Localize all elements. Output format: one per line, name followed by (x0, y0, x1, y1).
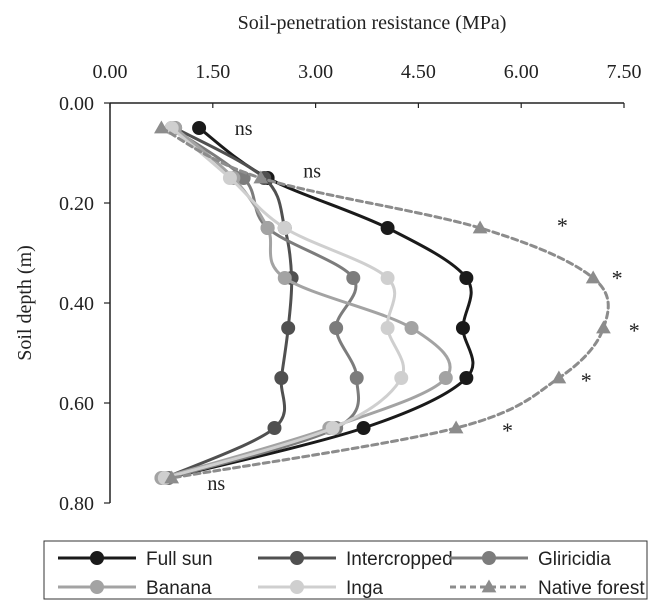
data-point-inga (325, 421, 340, 435)
legend-marker-gliricidia (482, 551, 496, 565)
data-point-intercropped (281, 321, 296, 335)
data-point-banana (404, 321, 419, 335)
data-point-native-forest (585, 270, 601, 284)
data-point-native-forest (164, 470, 180, 484)
data-point-banana (438, 371, 453, 385)
legend-marker-intercropped (290, 551, 304, 565)
x-tick-label: 4.50 (401, 61, 436, 83)
data-point-native-forest (596, 320, 611, 334)
significance-ns-label: ns (235, 118, 253, 140)
legend-marker-inga (290, 580, 304, 594)
legend-label-inga: Inga (346, 578, 383, 599)
y-tick-label: 0.60 (59, 393, 94, 415)
axes: 0.00 1.50 3.00 4.50 6.00 7.50 0.00 0.20 0.40 0.60… (59, 61, 642, 515)
legend-label-intercropped: Intercropped (346, 549, 453, 570)
data-point-native-forest (448, 420, 464, 434)
data-point-full-sun (459, 371, 474, 385)
data-point-inga (394, 371, 409, 385)
x-tick-label: 7.50 (607, 61, 642, 83)
data-point-intercropped (274, 371, 289, 385)
significance-asterisk: * (502, 418, 513, 443)
legend-box (43, 540, 648, 600)
data-point-gliricidia (349, 371, 364, 385)
data-point-gliricidia (346, 271, 361, 285)
significance-ns-label: ns (207, 473, 225, 495)
data-point-banana (277, 271, 292, 285)
data-point-intercropped (267, 421, 282, 435)
legend-marker-native-forest (481, 579, 497, 593)
legend-label-banana: Banana (146, 578, 212, 599)
significance-ns-label: ns (303, 161, 321, 183)
annotation-layer: ns ns * * * * * ns (207, 118, 639, 495)
legend: Full sun Intercropped Gliricidia Banana Inga… (43, 540, 648, 600)
data-point-native-forest (253, 170, 269, 184)
data-point-native-forest (551, 370, 567, 384)
series-inga (157, 121, 409, 485)
data-point-full-sun (455, 321, 470, 335)
significance-asterisk: * (629, 318, 640, 343)
series-native-forest (154, 120, 611, 484)
data-point-native-forest (472, 220, 488, 234)
data-point-inga (380, 271, 395, 285)
legend-marker-banana (90, 580, 104, 594)
significance-asterisk: * (557, 213, 568, 238)
legend-marker-full-sun (90, 551, 104, 565)
x-tick-label: 6.00 (504, 61, 539, 83)
data-point-full-sun (380, 221, 395, 235)
x-axis-title: Soil-penetration resistance (MPa) (238, 12, 507, 34)
y-tick-label: 0.40 (59, 293, 94, 315)
data-point-inga (222, 171, 237, 185)
data-point-inga (380, 321, 395, 335)
data-point-full-sun (356, 421, 371, 435)
data-point-native-forest (154, 120, 169, 134)
legend-label-gliricidia: Gliricidia (538, 549, 611, 570)
legend-label-full-sun: Full sun (146, 549, 213, 570)
series-line-native-forest (159, 126, 610, 480)
x-tick-label: 0.00 (93, 61, 128, 83)
data-point-inga (277, 221, 292, 235)
significance-asterisk: * (581, 368, 592, 393)
series-line-inga (163, 126, 405, 480)
series-layer (154, 120, 611, 485)
data-point-full-sun (459, 271, 474, 285)
legend-label-native-forest: Native forest (538, 578, 645, 599)
y-tick-label: 0.20 (59, 193, 94, 215)
y-axis-title: Soil depth (m) (14, 245, 36, 361)
x-tick-label: 3.00 (298, 61, 333, 83)
significance-asterisk: * (612, 266, 623, 291)
x-tick-label: 1.50 (195, 61, 230, 83)
data-point-banana (260, 221, 275, 235)
y-tick-label: 0.00 (59, 93, 94, 115)
y-tick-label: 0.80 (59, 493, 94, 515)
data-point-full-sun (192, 121, 207, 135)
data-point-gliricidia (329, 321, 344, 335)
